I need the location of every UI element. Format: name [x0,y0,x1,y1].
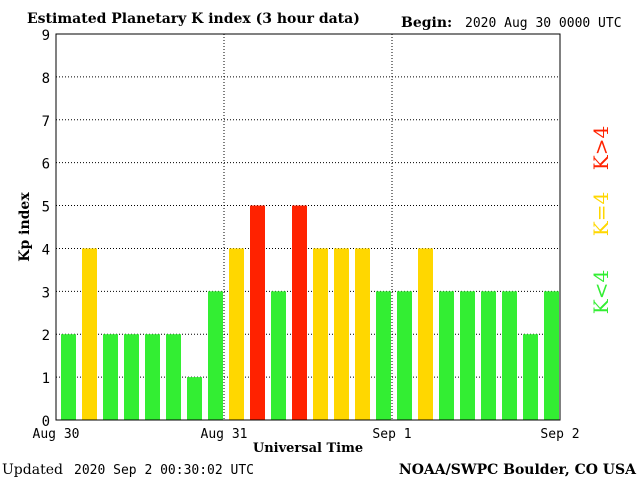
kp-bar [313,248,328,420]
grid-lines [56,34,560,420]
x-tick-label: Aug 31 [201,427,248,442]
x-tick-label: Sep 2 [540,427,579,442]
kp-bar [292,205,307,420]
kp-bar [208,291,223,420]
legend-k-high: K>4 [589,126,613,170]
updated-label: Updated [2,462,63,478]
x-axis-label: Universal Time [253,441,363,456]
kp-bar [481,291,496,420]
kp-bar [82,248,97,420]
source-credit: NOAA/SWPC Boulder, CO USA [399,462,637,478]
y-tick-label: 2 [42,328,50,344]
y-tick-label: 0 [42,414,50,430]
y-tick-label: 6 [42,157,50,173]
kp-bar [418,248,433,420]
x-tick-label: Aug 30 [33,427,80,442]
begin-value: 2020 Aug 30 0000 UTC [465,16,622,31]
y-tick-label: 8 [42,71,50,87]
legend-k-equal: K=4 [589,192,613,236]
legend-k-low: K<4 [589,270,613,314]
kp-bar [355,248,370,420]
kp-bar [166,334,181,420]
kp-bar [502,291,517,420]
updated-value: 2020 Sep 2 00:30:02 UTC [74,463,254,478]
y-tick-label: 5 [42,200,50,216]
kp-bar [334,248,349,420]
kp-bar [61,334,76,420]
kp-bar [376,291,391,420]
kp-bar [439,291,454,420]
y-tick-label: 9 [42,28,50,44]
y-tick-labels: 0 1 2 3 4 5 6 7 8 9 [42,28,50,430]
kp-bar [460,291,475,420]
kp-bar [544,291,559,420]
y-tick-label: 3 [42,285,50,301]
kp-bar [145,334,160,420]
y-tick-label: 1 [42,371,50,387]
kp-bar [103,334,118,420]
y-tick-label: 4 [42,242,50,258]
kp-bar [397,291,412,420]
kp-bar [250,205,265,420]
y-tick-label: 7 [42,114,50,130]
y-axis-label: Kp index [17,192,33,262]
kp-bar [187,377,202,420]
kp-bar [523,334,538,420]
chart-title: Estimated Planetary K index (3 hour data… [27,11,360,27]
kp-bar [124,334,139,420]
bars [61,205,559,420]
kp-bar [271,291,286,420]
plot-frame [55,33,561,421]
begin-label: Begin: [401,15,452,31]
x-tick-labels: Aug 30 Aug 31 Sep 1 Sep 2 [33,427,580,442]
x-tick-label: Sep 1 [372,427,411,442]
kp-bar [229,248,244,420]
